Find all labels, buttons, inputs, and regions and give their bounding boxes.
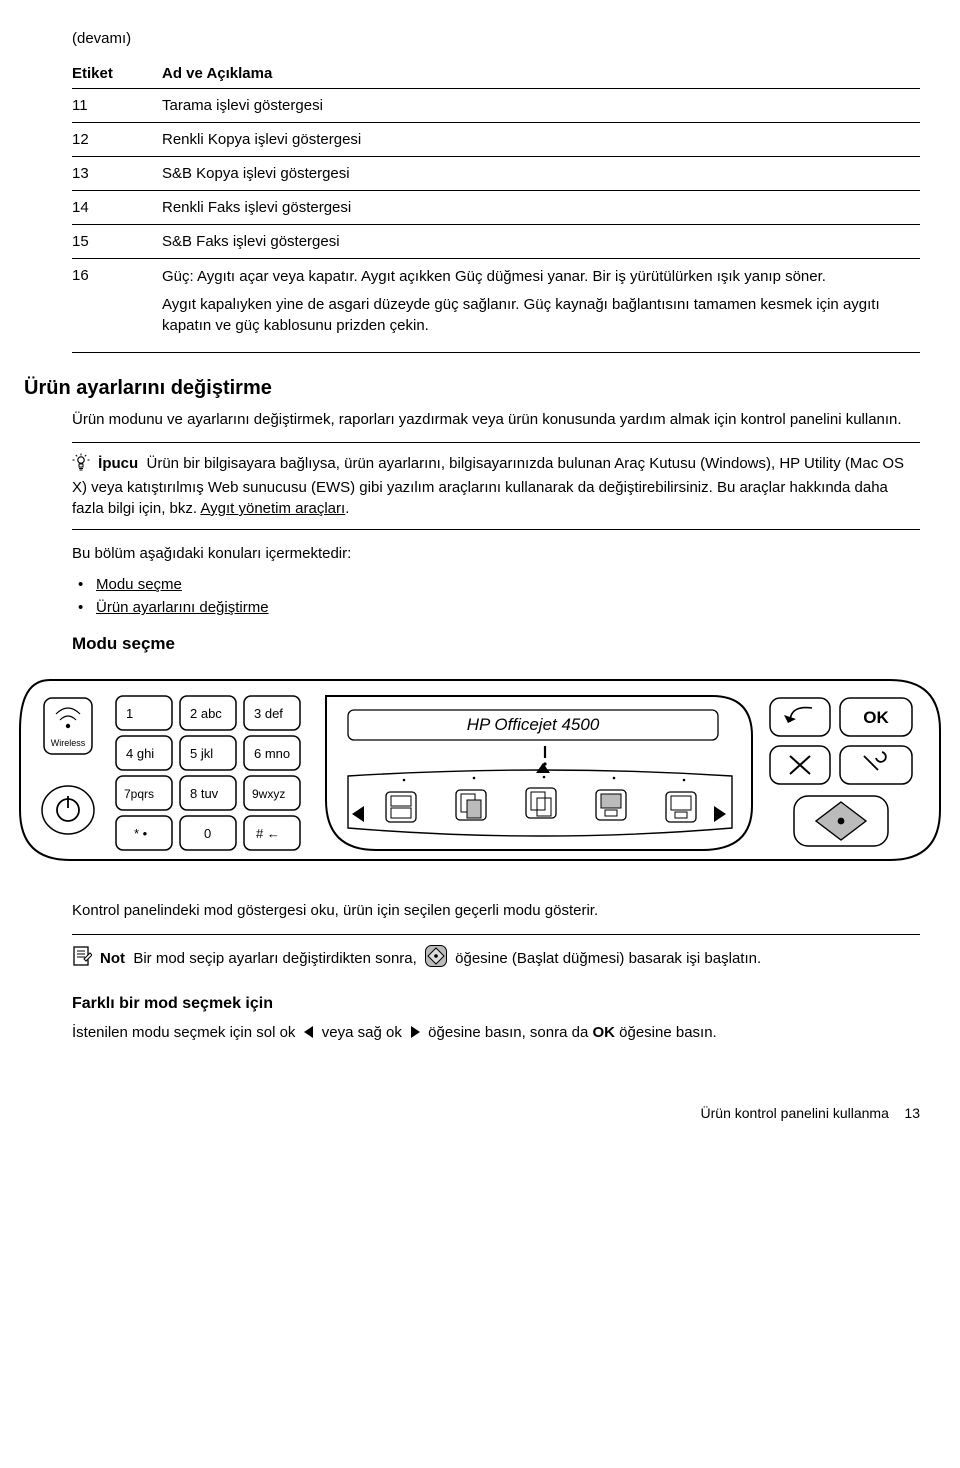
topics-list: Modu seçme Ürün ayarlarını değiştirme	[96, 576, 920, 616]
panel-brand: HP Officejet 4500	[467, 715, 600, 734]
diff-mode-t3: öğesine basın, sonra da	[428, 1024, 592, 1041]
table-row: 11Tarama işlevi göstergesi	[72, 89, 920, 123]
svg-text:# ←: # ←	[256, 826, 280, 841]
start-button-icon	[425, 945, 447, 973]
cell-desc: S&B Kopya işlevi göstergesi	[162, 157, 920, 191]
table-row: 13S&B Kopya işlevi göstergesi	[72, 157, 920, 191]
cell-desc: Renkli Kopya işlevi göstergesi	[162, 123, 920, 157]
diff-mode-title: Farklı bir mod seçmek için	[72, 995, 920, 1013]
cell-num: 11	[72, 89, 162, 123]
topic-link-2[interactable]: Ürün ayarlarını değiştirme	[96, 599, 269, 616]
tip-icon	[72, 453, 90, 477]
svg-text:7pqrs: 7pqrs	[124, 787, 154, 801]
cell-desc: Tarama işlevi göstergesi	[162, 89, 920, 123]
cell-num: 14	[72, 191, 162, 225]
right-arrow-icon	[408, 1025, 422, 1045]
row16-p1: Güç: Aygıtı açar veya kapatır. Aygıt açı…	[162, 267, 900, 287]
continued-label: (devamı)	[72, 30, 920, 47]
list-item: Ürün ayarlarını değiştirme	[96, 599, 920, 616]
tip-label: İpucu	[98, 455, 138, 472]
table-row: 14Renkli Faks işlevi göstergesi	[72, 191, 920, 225]
note-label: Not	[100, 950, 125, 967]
row16-p2: Aygıt kapalıyken yine de asgari düzeyde …	[162, 295, 900, 336]
after-panel-text: Kontrol panelindeki mod göstergesi oku, …	[72, 901, 920, 921]
svg-text:8 tuv: 8 tuv	[190, 786, 219, 801]
th-desc: Ad ve Açıklama	[162, 59, 920, 89]
table-row: 12Renkli Kopya işlevi göstergesi	[72, 123, 920, 157]
ok-label: OK	[863, 708, 889, 727]
svg-text:5 jkl: 5 jkl	[190, 746, 213, 761]
diff-mode-t4: öğesine basın.	[615, 1024, 717, 1041]
table-row: 15S&B Faks işlevi göstergesi	[72, 225, 920, 259]
cell-desc: Renkli Faks işlevi göstergesi	[162, 191, 920, 225]
topic-link-1[interactable]: Modu seçme	[96, 576, 182, 593]
cell-desc: Güç: Aygıtı açar veya kapatır. Aygıt açı…	[162, 259, 920, 353]
footer-page: 13	[904, 1105, 920, 1121]
diff-mode-body: İstenilen modu seçmek için sol ok veya s…	[72, 1023, 920, 1045]
tip-link[interactable]: Aygıt yönetim araçları	[200, 500, 345, 517]
note-text-1: Bir mod seçip ayarları değiştirdikten so…	[133, 950, 421, 967]
note-icon	[72, 945, 94, 972]
note-text-2: öğesine (Başlat düğmesi) basarak işi baş…	[455, 950, 761, 967]
section-change-settings-title: Ürün ayarlarını değiştirme	[24, 377, 920, 400]
section-change-intro: Ürün modunu ve ayarlarını değiştirmek, r…	[72, 410, 920, 430]
cell-num: 16	[72, 259, 162, 353]
cell-num: 13	[72, 157, 162, 191]
label-table: Etiket Ad ve Açıklama 11Tarama işlevi gö…	[72, 59, 920, 353]
svg-text:9wxyz: 9wxyz	[252, 787, 285, 801]
cell-num: 12	[72, 123, 162, 157]
page-footer: Ürün kontrol panelini kullanma 13	[72, 1105, 920, 1121]
th-label: Etiket	[72, 59, 162, 89]
wireless-label: Wireless	[51, 738, 86, 748]
list-item: Modu seçme	[96, 576, 920, 593]
svg-text:4 ghi: 4 ghi	[126, 746, 154, 761]
diff-mode-t1: İstenilen modu seçmek için sol ok	[72, 1024, 300, 1041]
tip-box: İpucu Ürün bir bilgisayara bağlıysa, ürü…	[72, 442, 920, 530]
svg-text:* •: * •	[134, 826, 148, 841]
note-box: Not Bir mod seçip ayarları değiştirdikte…	[72, 934, 920, 973]
svg-text:3 def: 3 def	[254, 706, 283, 721]
cell-num: 15	[72, 225, 162, 259]
svg-text:6 mno: 6 mno	[254, 746, 290, 761]
cell-desc: S&B Faks işlevi göstergesi	[162, 225, 920, 259]
topics-intro: Bu bölüm aşağıdaki konuları içermektedir…	[72, 544, 920, 564]
diff-mode-t2: veya sağ ok	[322, 1024, 406, 1041]
svg-text:1: 1	[126, 706, 133, 721]
svg-text:2 abc: 2 abc	[190, 706, 222, 721]
control-panel-diagram: Wireless 1 2 abc 3 def 4 ghi 5 jkl 6 mno…	[12, 668, 920, 873]
diff-mode-ok: OK	[592, 1024, 615, 1041]
mode-select-title: Modu seçme	[72, 634, 920, 654]
tip-text-1: Ürün bir bilgisayara bağlıysa, ürün ayar…	[72, 455, 904, 517]
footer-text: Ürün kontrol panelini kullanma	[701, 1105, 889, 1121]
table-row: 16 Güç: Aygıtı açar veya kapatır. Aygıt …	[72, 259, 920, 353]
left-arrow-icon	[302, 1025, 316, 1045]
svg-text:0: 0	[204, 826, 211, 841]
tip-text-2: .	[345, 500, 349, 517]
